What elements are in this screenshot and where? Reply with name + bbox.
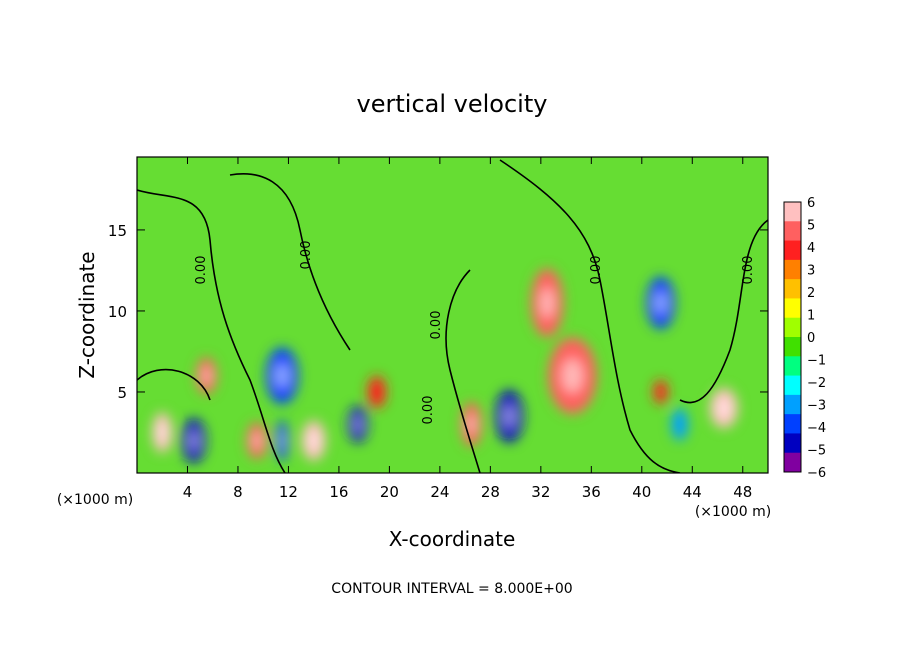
x-tick-label: 28: [481, 483, 500, 501]
x-tick-label: 20: [380, 483, 399, 501]
colorbar: 6 5 4 3 2 1 0 −1 −2 −3 −4 −5 −6: [783, 196, 826, 481]
colorbar-swatch: [784, 452, 801, 473]
zero-contours: 0.00 0.00 0.00 0.00 0.00 0.00: [137, 159, 768, 473]
y-axis-title: Z-coordinate: [75, 251, 99, 378]
plot-area: 0.00 0.00 0.00 0.00 0.00 0.00: [137, 157, 768, 473]
colorbar-swatch: [784, 298, 801, 319]
colorbar-tick-label: −4: [807, 421, 826, 436]
field-core: [274, 363, 290, 389]
x-tick-label: 40: [632, 483, 651, 501]
field-feature: [367, 375, 386, 408]
contour-line: [137, 189, 286, 473]
y-axis: 5 10 15: [108, 222, 768, 402]
contour-label: 0.00: [429, 311, 444, 340]
field-core: [252, 432, 262, 449]
colorbar-tick-label: −2: [807, 376, 826, 391]
x-tick-label: 24: [430, 483, 449, 501]
colorbar-swatch: [784, 221, 801, 242]
colorbar-swatch: [784, 414, 801, 434]
colorbar-swatch: [784, 433, 801, 454]
contour-line: [499, 159, 681, 473]
colorbar-tick-label: −1: [807, 354, 826, 369]
contour-label: 0.00: [589, 256, 604, 285]
colorbar-swatch: [784, 317, 801, 338]
field-feature: [671, 408, 688, 441]
plot-frame: [136, 156, 769, 474]
contour-line: [679, 219, 768, 404]
contour-line: [445, 269, 481, 473]
colorbar-tick-label: 1: [807, 309, 815, 324]
field-core: [502, 404, 516, 428]
colorbar-tick-label: 6: [807, 196, 815, 211]
x-tick-label: 8: [233, 483, 243, 501]
field-core: [654, 291, 668, 315]
colorbar-tick-label: −6: [807, 466, 826, 481]
colorbar-tick-label: −3: [807, 399, 826, 414]
chart-title: vertical velocity: [357, 90, 548, 118]
x-unit-label-right: (×1000 m): [695, 504, 771, 520]
colorbar-swatch: [784, 259, 801, 280]
field-core: [201, 367, 211, 384]
x-tick-label: 44: [683, 483, 702, 501]
contour-interval-footer: CONTOUR INTERVAL = 8.000E+00: [331, 581, 572, 597]
colorbar-swatch: [784, 337, 801, 357]
field-core: [717, 399, 731, 418]
contour-line: [137, 368, 211, 401]
colorbar-tick-label: 2: [807, 286, 815, 301]
colorbar-swatch: [784, 394, 801, 415]
x-tick-label: 48: [733, 483, 752, 501]
contour-label: 0.00: [741, 256, 756, 285]
x-tick-label: 12: [279, 483, 298, 501]
field-core: [188, 430, 200, 451]
colorbar-swatch: [784, 202, 801, 222]
field-core: [539, 287, 555, 319]
colorbar-frame: [783, 201, 802, 473]
field-core: [157, 423, 167, 442]
field-core: [466, 414, 476, 435]
contour-label: 0.00: [299, 241, 314, 270]
contour-label: 0.00: [194, 256, 209, 285]
field-core: [561, 358, 584, 393]
colorbar-tick-label: 3: [807, 264, 815, 279]
field-core: [308, 431, 320, 450]
velocity-field: [152, 268, 738, 463]
colorbar-tick-label: −5: [807, 444, 826, 459]
colorbar-swatch: [784, 375, 801, 396]
x-tick-label: 16: [329, 483, 348, 501]
x-tick-label: 36: [582, 483, 601, 501]
field-core: [353, 416, 363, 433]
x-unit-label: (×1000 m): [57, 492, 133, 508]
colorbar-tick-label: 5: [807, 219, 815, 234]
y-tick-label: 10: [108, 303, 127, 321]
x-tick-label: 4: [183, 483, 193, 501]
field-core: [279, 431, 285, 450]
colorbar-tick-label: 4: [807, 241, 815, 256]
colorbar-swatch: [784, 356, 801, 377]
colorbar-tick-label: 0: [807, 331, 815, 346]
y-tick-label: 5: [117, 384, 127, 402]
contour-label: 0.00: [421, 396, 436, 425]
field-feature: [653, 379, 668, 404]
colorbar-swatch: [784, 240, 801, 261]
contour-line: [229, 173, 351, 351]
x-tick-label: 32: [531, 483, 550, 501]
x-axis-title: X-coordinate: [389, 527, 516, 551]
x-axis: 4 8 12 16 20 24 28 32 36 40 44 48: [183, 157, 752, 501]
colorbar-swatch: [784, 279, 801, 299]
y-tick-label: 15: [108, 222, 127, 240]
